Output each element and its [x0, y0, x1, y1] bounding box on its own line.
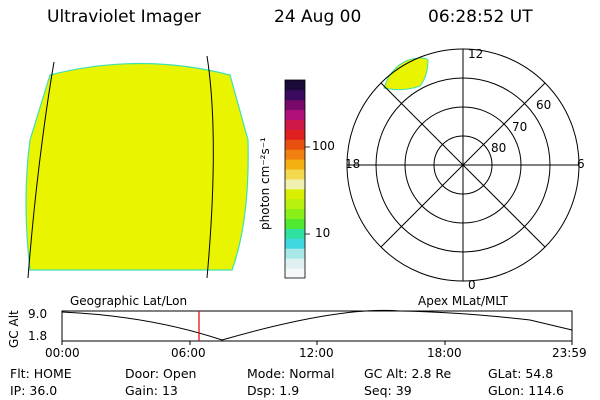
- status-door: Door: Open: [125, 366, 197, 381]
- apex-aurora-patch: [383, 57, 429, 91]
- status-flt: Flt: HOME: [10, 366, 72, 381]
- colorbar-swatch: [285, 228, 305, 239]
- geographic-image: [25, 55, 249, 279]
- timeline-frame: [61, 310, 573, 342]
- status-mode: Mode: Normal: [247, 366, 335, 381]
- status-glon: GLon: 114.6: [488, 383, 564, 398]
- colorbar-swatch: [285, 80, 305, 91]
- status-ip: IP: 36.0: [10, 383, 58, 398]
- lat-label-80: 80: [491, 141, 507, 155]
- lat-label-70: 70: [512, 120, 528, 134]
- colorbar-swatch: [285, 99, 305, 111]
- colorbar-swatch: [285, 169, 305, 180]
- colorbar-swatch: [285, 179, 305, 190]
- mlt-label-0: 0: [468, 278, 476, 292]
- date-label: 24 Aug 00: [274, 7, 362, 27]
- ytick-top: 9.0: [28, 307, 48, 321]
- geo-title: Geographic Lat/Lon: [70, 294, 188, 308]
- apex-polar-plot: [346, 48, 580, 282]
- ytick-bottom: 1.8: [28, 329, 48, 343]
- mlt-label-6: 6: [577, 157, 585, 171]
- colorbar-swatch: [285, 89, 305, 101]
- geo-lon-line-right: [206, 55, 214, 279]
- altitude-curve: [61, 309, 573, 341]
- timeline-ylabel: GC Alt: [7, 310, 21, 348]
- instrument-title: Ultraviolet Imager: [47, 7, 201, 27]
- status-glat: GLat: 54.8: [488, 366, 554, 381]
- colorbar-swatch: [285, 198, 305, 210]
- colorbar-swatch: [285, 258, 305, 269]
- colorbar-swatch: [285, 139, 305, 150]
- colorbar-swatch: [285, 129, 305, 140]
- altitude-timeline: [61, 309, 573, 345]
- time-label: 06:28:52 UT: [428, 7, 533, 27]
- mlt-label-12: 12: [468, 47, 484, 61]
- colorbar-swatch: [285, 268, 305, 279]
- xtick-label-2: 12:00: [299, 346, 334, 360]
- geo-lon-line-left: [27, 61, 55, 279]
- lat-label-60: 60: [536, 98, 552, 112]
- xtick-label-3: 18:00: [427, 346, 462, 360]
- colorbar-swatch: [285, 238, 305, 249]
- xtick-label-0: 00:00: [45, 346, 80, 360]
- xtick-label-1: 06:00: [171, 346, 206, 360]
- colorbar-swatch: [285, 248, 305, 259]
- colorbar: [284, 79, 310, 279]
- colorbar-label-10: 10: [315, 226, 331, 240]
- geo-disk: [25, 62, 249, 271]
- colorbar-swatch: [285, 159, 305, 170]
- colorbar-swatch: [285, 149, 305, 160]
- colorbar-label-100: 100: [312, 139, 335, 153]
- colorbar-swatch: [285, 218, 305, 229]
- xtick-label-4: 23:59: [552, 346, 587, 360]
- mlt-label-18: 18: [345, 157, 361, 171]
- colorbar-unit-label: photon cm⁻²s⁻¹: [258, 137, 272, 230]
- status-gc-alt: GC Alt: 2.8 Re: [364, 366, 452, 381]
- colorbar-swatch: [285, 188, 305, 200]
- status-gain: Gain: 13: [125, 383, 178, 398]
- colorbar-swatch: [285, 208, 305, 219]
- polar-diagonal-2: [380, 82, 546, 248]
- colorbar-swatch: [285, 109, 305, 120]
- status-seq: Seq: 39: [364, 383, 412, 398]
- colorbar-swatch: [285, 119, 305, 130]
- apex-title: Apex MLat/MLT: [418, 294, 508, 308]
- status-dsp: Dsp: 1.9: [247, 383, 300, 398]
